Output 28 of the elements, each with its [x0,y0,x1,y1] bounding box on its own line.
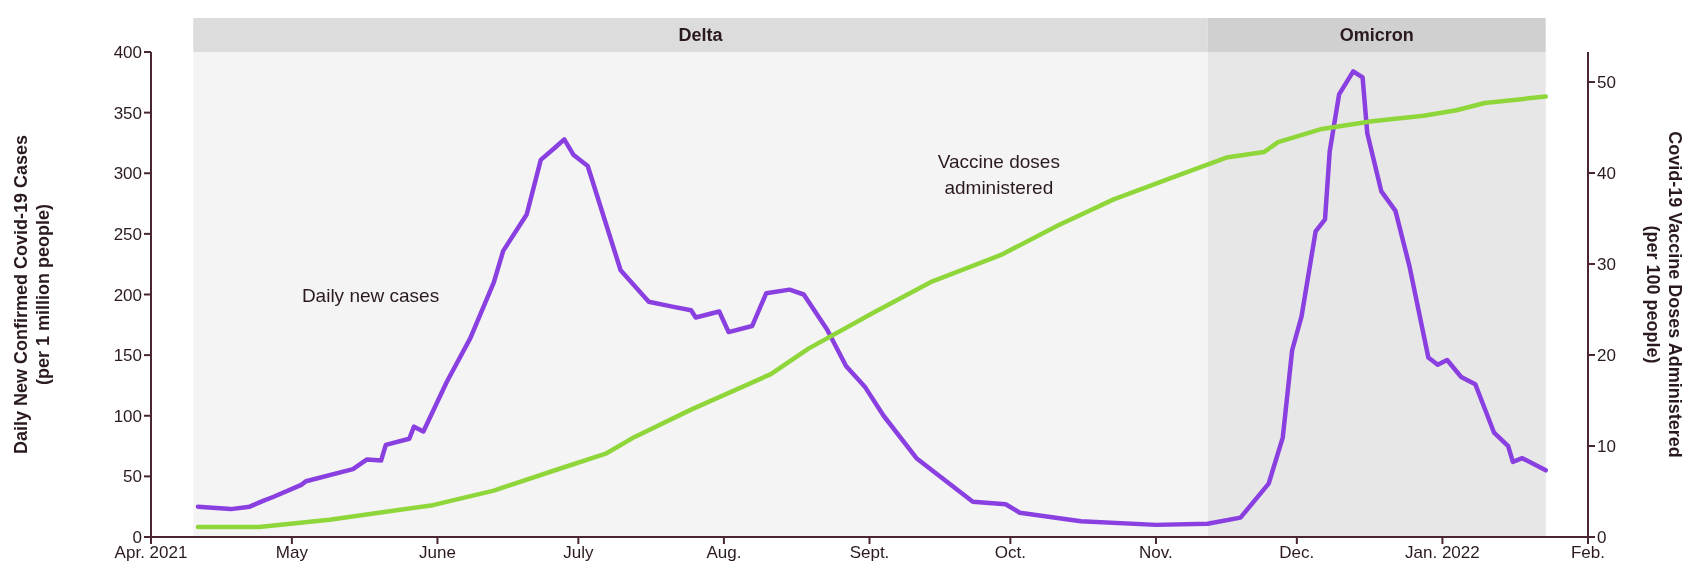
y2-tick-label: 50 [1597,73,1616,93]
text: Daily new cases [301,283,440,308]
series-label: Vaccine doses administered [936,150,1061,201]
x-tick-label: Sept. [849,543,890,563]
y-tick-label: 400 [113,43,142,63]
y-tick-label: 350 [113,103,142,123]
x-tick-label: June [419,543,456,563]
y-tick-label: 300 [113,164,142,184]
y2-tick-label: 40 [1597,164,1616,184]
y-tick-label: 250 [113,224,142,244]
y2-tick-label: 20 [1597,346,1616,366]
x-tick-label: Jan. 2022 [1405,543,1480,563]
x-tick-label: May [275,543,309,563]
y2-tick-label: 10 [1597,437,1616,457]
x-tick-label: July [563,543,594,563]
y-tick-label: 200 [113,285,142,305]
y-tick-label: 100 [113,406,142,426]
x-tick-label: Dec. [1279,543,1315,563]
band-label: Omicron [1339,25,1414,45]
y-tick-label: 150 [113,346,142,366]
band-label: Delta [678,25,724,45]
y-axis-title: Daily New Confirmed Covid-19 Cases (per 1 million people) [11,134,53,455]
y-tick-label: 50 [123,467,142,487]
y2-tick-label: 30 [1597,255,1616,275]
x-tick-label: Aug. [706,543,742,563]
y2-axis-title: Covid-19 Vaccine Doses Administered (per 100 people) [1643,131,1685,458]
x-tick-label: Oct. [994,543,1026,563]
x-tick-label: Nov. [1139,543,1173,563]
